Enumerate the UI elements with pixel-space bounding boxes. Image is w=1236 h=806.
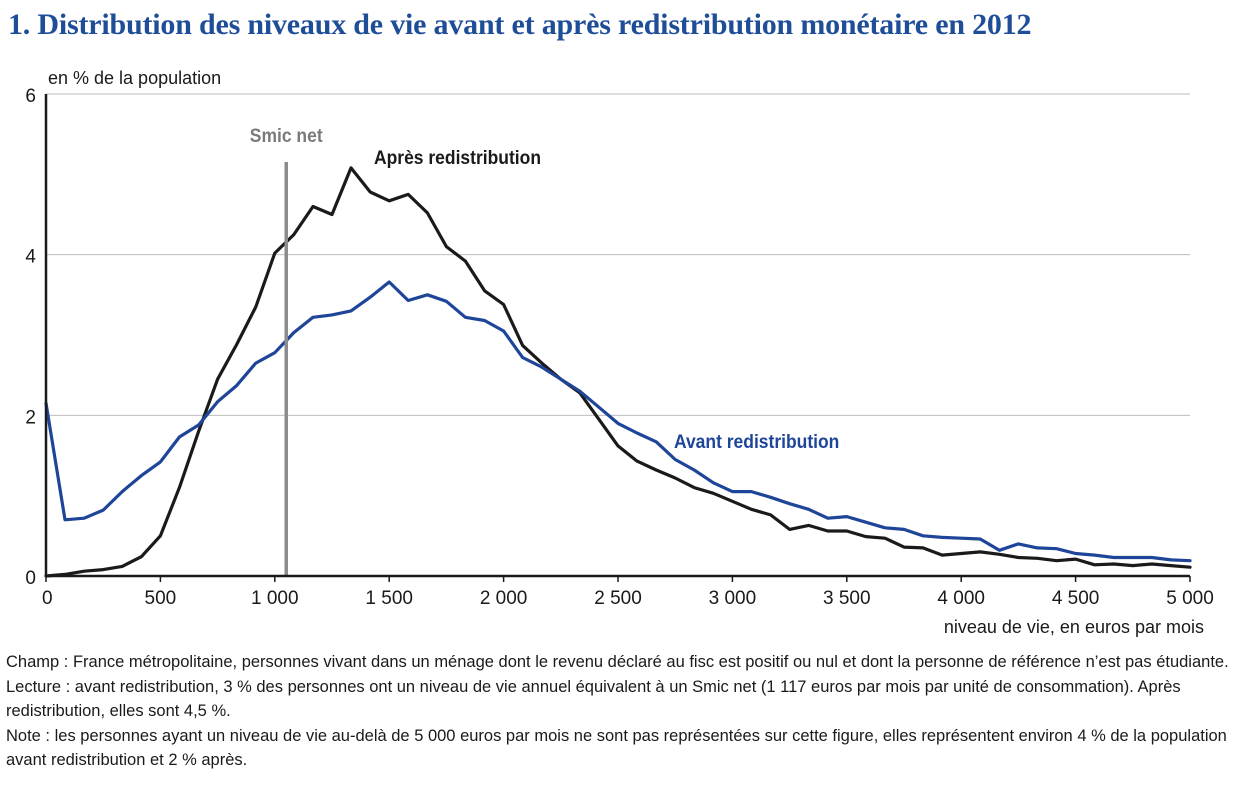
y-tick-label: 6 [25,86,36,107]
note-note: Note : les personnes ayant un niveau de … [6,726,1227,770]
x-tick-label: 1 000 [251,588,299,609]
y-axis-label: en % de la population [48,68,221,88]
gridlines [46,93,1190,416]
chart-plot: Smic net 0 2 4 6 0 500 1 000 1 500 2 000 2 500 3 0… [25,68,1213,637]
axes: 0 2 4 6 0 500 1 000 1 500 2 000 2 500 3 000 3 500 4 … [25,86,1213,609]
x-axis-label: niveau de vie, en euros par mois [944,617,1204,637]
chart-notes: Champ : France métropolitaine, personnes… [6,650,1230,773]
y-tick-label: 0 [25,568,36,589]
x-tick-label: 3 000 [709,588,757,609]
x-tick-label: 3 500 [823,588,871,609]
note-champ: Champ : France métropolitaine, personnes… [6,653,1229,671]
series-line-apres [44,166,1192,578]
x-tick-label: 1 500 [365,588,413,609]
y-tick-label: 4 [25,247,36,268]
x-tick-label: 500 [145,588,177,609]
x-tick-label: 4 500 [1052,588,1100,609]
x-tick-label: 5 000 [1166,588,1214,609]
note-lecture: Lecture : avant redistribution, 3 % des … [6,677,1181,721]
x-tick-label: 4 000 [937,588,985,609]
x-tick-label: 2 000 [480,588,528,609]
series-label-apres: Après redistribution [374,146,541,168]
series-label-avant: Avant redistribution [674,430,839,452]
x-tick-label: 2 500 [594,588,642,609]
y-tick-label: 2 [25,407,36,428]
smic-reference: Smic net [250,124,323,576]
series-line-avant [44,280,1192,563]
smic-label: Smic net [250,124,323,146]
series-lines [44,166,1192,578]
x-tick-label: 0 [42,588,53,609]
chart-title: 1. Distribution des niveaux de vie avant… [8,8,1032,41]
